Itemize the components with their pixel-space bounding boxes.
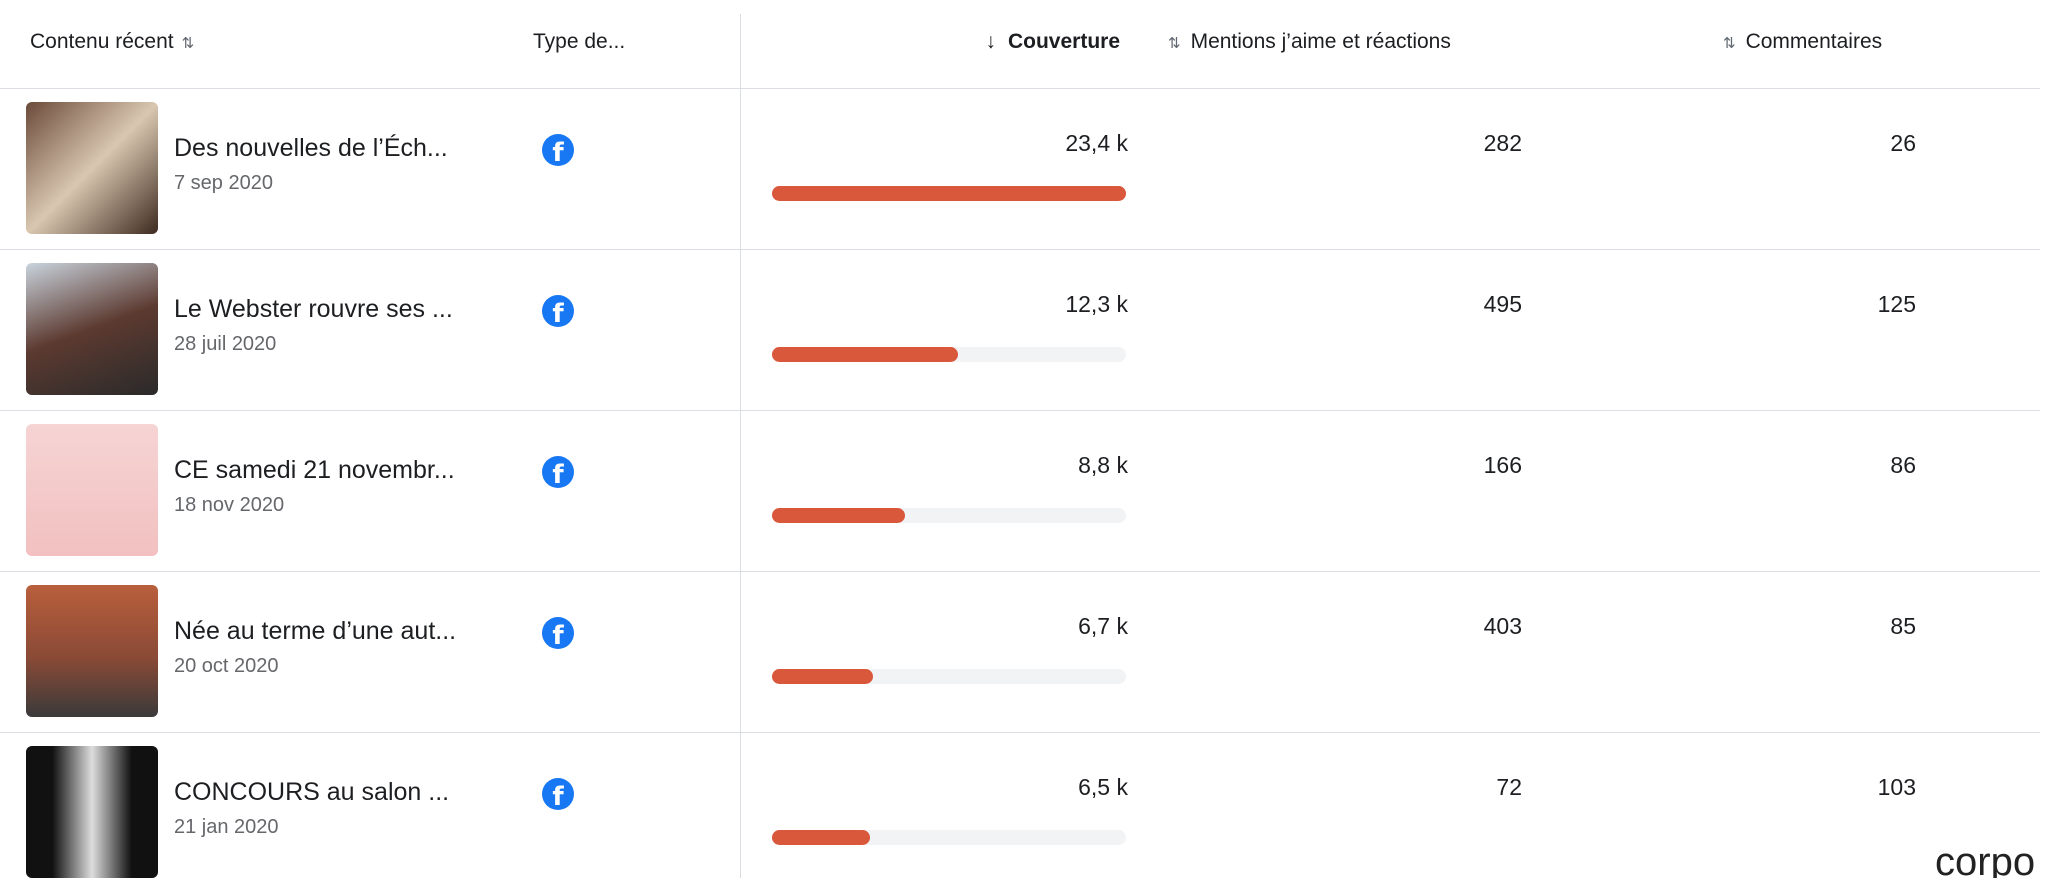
row-separator [0, 571, 2040, 572]
thumbnail [26, 746, 158, 878]
thumbnail [26, 102, 158, 234]
post-date: 18 nov 2020 [174, 494, 285, 516]
header-comments[interactable]: Commentaires [1723, 30, 1883, 54]
post-title[interactable]: Des nouvelles de l’Éch... [174, 134, 448, 162]
comments-value: 103 [1877, 774, 1916, 800]
reactions-value: 495 [1483, 291, 1522, 317]
header-content[interactable]: Contenu récent [30, 30, 194, 54]
post-date: 28 juil 2020 [174, 333, 277, 355]
reactions-value: 403 [1483, 613, 1522, 639]
reach-value: 6,7 k [1078, 613, 1128, 639]
thumbnail [26, 263, 158, 395]
post-title[interactable]: Le Webster rouvre ses ... [174, 295, 453, 323]
reach-value: 23,4 k [1065, 130, 1128, 156]
facebook-icon: f [542, 134, 574, 166]
post-title[interactable]: CE samedi 21 novembr... [174, 456, 455, 484]
reach-bar [772, 669, 874, 684]
reach-value: 8,8 k [1078, 452, 1128, 478]
reactions-value: 166 [1483, 452, 1522, 478]
reactions-value: 72 [1496, 774, 1522, 800]
facebook-icon: f [542, 617, 574, 649]
row-separator [0, 732, 2040, 733]
header-reactions[interactable]: Mentions j’aime et réactions [1168, 30, 1451, 54]
comments-value: 86 [1890, 452, 1916, 478]
row-separator [0, 410, 2040, 411]
header-reach[interactable]: Couverture [985, 30, 1120, 54]
facebook-icon: f [542, 456, 574, 488]
post-date: 21 jan 2020 [174, 816, 279, 838]
row-separator [0, 249, 2040, 250]
reach-bar [772, 508, 906, 523]
reach-value: 6,5 k [1078, 774, 1128, 800]
reactions-value: 282 [1483, 130, 1522, 156]
facebook-icon: f [542, 778, 574, 810]
column-divider [740, 14, 741, 878]
facebook-icon: f [542, 295, 574, 327]
comments-value: 85 [1890, 613, 1916, 639]
post-date: 7 sep 2020 [174, 172, 273, 194]
comments-value: 26 [1890, 130, 1916, 156]
reach-bar [772, 186, 1126, 201]
post-title[interactable]: CONCOURS au salon ... [174, 778, 450, 806]
post-title[interactable]: Née au terme d’une aut... [174, 617, 457, 645]
post-date: 20 oct 2020 [174, 655, 279, 677]
header-type[interactable]: Type de... [533, 30, 626, 53]
reach-value: 12,3 k [1065, 291, 1128, 317]
watermark: corpo [1935, 840, 2036, 878]
reach-bar [772, 830, 871, 845]
thumbnail [26, 585, 158, 717]
header-separator [0, 88, 2040, 89]
comments-value: 125 [1877, 291, 1916, 317]
thumbnail [26, 424, 158, 556]
reach-bar [772, 347, 959, 362]
